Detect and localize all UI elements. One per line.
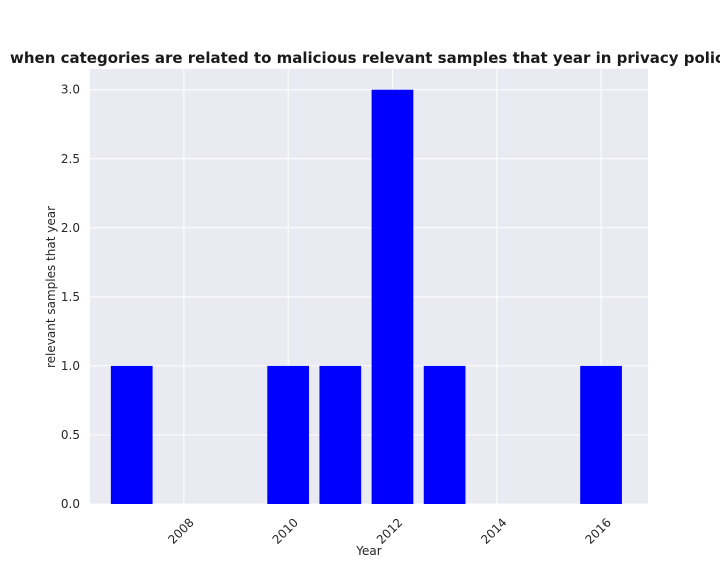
bar-2007	[110, 365, 153, 504]
bar-2010	[267, 365, 310, 504]
y-tick-label: 0.5	[61, 428, 80, 442]
x-axis-label: Year	[355, 544, 381, 558]
y-tick-label: 1.5	[61, 290, 80, 304]
y-tick-label: 2.5	[61, 152, 80, 166]
chart-title: when categories are related to malicious…	[10, 49, 720, 67]
y-tick-label: 3.0	[61, 83, 80, 97]
x-tick-label: 2008	[165, 515, 196, 546]
y-axis-label: relevant samples that year	[44, 206, 58, 368]
y-tick-labels: 0.0 0.5 1.0 1.5 2.0 2.5 3.0	[61, 83, 80, 511]
x-tick-labels: 2008 2010 2012 2014 2016	[165, 515, 614, 546]
y-tick-label: 1.0	[61, 359, 80, 373]
x-tick-label: 2016	[582, 515, 613, 546]
bar-2012	[371, 89, 414, 504]
x-tick-label: 2010	[270, 515, 301, 546]
bar-2011	[319, 365, 362, 504]
plot-background	[90, 69, 648, 504]
bars	[110, 89, 622, 504]
y-tick-label: 0.0	[61, 497, 80, 511]
x-tick-label: 2012	[374, 515, 405, 546]
bar-2013	[423, 365, 466, 504]
x-tick-label: 2014	[478, 515, 509, 546]
bar-2016	[580, 365, 622, 504]
y-tick-label: 2.0	[61, 221, 80, 235]
